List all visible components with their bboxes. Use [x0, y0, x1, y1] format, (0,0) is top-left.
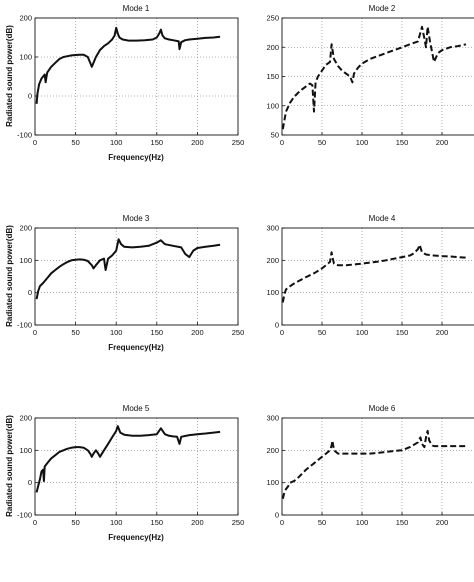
series-line	[35, 26, 221, 104]
y-tick-label: 200	[266, 256, 279, 265]
y-tick-label: 200	[19, 414, 32, 423]
x-tick-label: 100	[110, 138, 123, 147]
x-tick-label: 100	[356, 518, 369, 527]
x-tick-label: 200	[436, 518, 449, 527]
x-tick-label: 200	[191, 518, 204, 527]
x-tick-label: 150	[151, 138, 164, 147]
y-tick-label: -100	[17, 321, 32, 330]
y-axis-label: Radiated sound power(dB)	[5, 415, 14, 517]
x-tick-label: 150	[151, 518, 164, 527]
y-tick-label: -100	[17, 511, 32, 520]
y-tick-label: 0	[275, 321, 279, 330]
series-line	[281, 243, 467, 303]
x-tick-label: 200	[436, 138, 449, 147]
y-tick-label: 100	[266, 288, 279, 297]
plot-frame	[281, 227, 474, 326]
y-tick-label: 150	[266, 72, 279, 81]
x-tick-label: 100	[110, 328, 123, 337]
y-tick-label: 0	[28, 92, 32, 101]
plot-frame	[34, 417, 239, 516]
y-tick-label: 200	[266, 43, 279, 52]
x-tick-label: 0	[280, 138, 284, 147]
y-tick-label: 100	[266, 101, 279, 110]
grid	[282, 18, 474, 135]
panel-mode-4: Mode 4 0501001502002500100200300	[266, 214, 474, 337]
plot-frame	[281, 417, 474, 516]
y-tick-label: 300	[266, 224, 279, 233]
y-tick-label: 100	[19, 446, 32, 455]
x-tick-label: 200	[191, 328, 204, 337]
y-tick-label: 0	[28, 288, 32, 297]
x-axis-label: Frequency(Hz)	[108, 343, 164, 352]
x-tick-label: 0	[33, 518, 37, 527]
y-tick-label: 50	[271, 131, 279, 140]
x-tick-label: 50	[71, 328, 79, 337]
series-line	[281, 25, 467, 130]
x-axis-label: Frequency(Hz)	[108, 533, 164, 542]
panel-title: Mode 3	[123, 214, 150, 223]
y-tick-label: 250	[266, 14, 279, 23]
x-tick-label: 150	[396, 138, 409, 147]
y-tick-label: 100	[19, 256, 32, 265]
grid	[282, 418, 474, 515]
x-tick-label: 250	[232, 328, 245, 337]
x-tick-label: 50	[318, 138, 326, 147]
x-tick-label: 50	[71, 518, 79, 527]
x-axis-label: Frequency(Hz)	[108, 153, 164, 162]
x-tick-label: 0	[280, 518, 284, 527]
y-tick-label: 300	[266, 414, 279, 423]
x-tick-label: 0	[33, 138, 37, 147]
panel-title: Mode 1	[123, 4, 150, 13]
x-tick-label: 50	[71, 138, 79, 147]
x-tick-label: 100	[110, 518, 123, 527]
panel-mode-6: Mode 6 0501001502002500100200300	[266, 404, 474, 527]
panel-mode-2: Mode 2 05010015020025050100150200250	[266, 4, 474, 147]
y-tick-label: 0	[275, 511, 279, 520]
series-line	[35, 238, 221, 300]
x-tick-label: 200	[191, 138, 204, 147]
y-tick-label: 100	[19, 53, 32, 62]
y-tick-label: 200	[266, 446, 279, 455]
x-tick-label: 0	[33, 328, 37, 337]
ticks: 0501001502002500100200300	[266, 414, 449, 528]
x-tick-label: 0	[280, 328, 284, 337]
series-line	[281, 429, 466, 500]
grid	[35, 418, 238, 515]
y-axis-label: Radiated sound power(dB)	[5, 25, 14, 127]
y-tick-label: -100	[17, 131, 32, 140]
ticks: 0501001502002500100200300	[266, 224, 449, 338]
panel-title: Mode 5	[123, 404, 150, 413]
x-tick-label: 100	[356, 328, 369, 337]
x-tick-label: 50	[318, 518, 326, 527]
panel-title: Mode 2	[369, 4, 396, 13]
x-tick-label: 150	[396, 328, 409, 337]
plot-frame	[34, 17, 239, 136]
grid	[35, 18, 238, 135]
y-axis-label: Radiated sound power(dB)	[5, 225, 14, 327]
x-tick-label: 200	[436, 328, 449, 337]
plot-frame	[34, 227, 239, 326]
y-tick-label: 200	[19, 14, 32, 23]
y-tick-label: 0	[28, 478, 32, 487]
x-tick-label: 150	[151, 328, 164, 337]
x-tick-label: 250	[232, 138, 245, 147]
x-tick-label: 100	[356, 138, 369, 147]
x-tick-label: 50	[318, 328, 326, 337]
ticks: 05010015020025050100150200250	[266, 14, 449, 148]
panel-title: Mode 4	[369, 214, 396, 223]
x-tick-label: 150	[396, 518, 409, 527]
series-line	[35, 425, 221, 493]
panel-title: Mode 6	[369, 404, 396, 413]
y-tick-label: 100	[266, 478, 279, 487]
x-tick-label: 250	[232, 518, 245, 527]
y-tick-label: 200	[19, 224, 32, 233]
